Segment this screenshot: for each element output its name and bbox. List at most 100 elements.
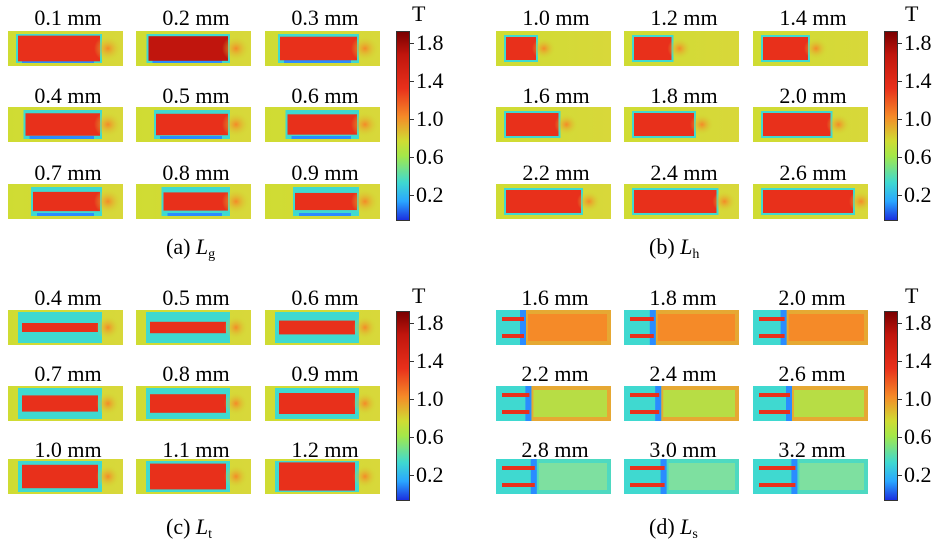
colorbar-tick-label: 1.0 xyxy=(904,106,932,131)
field-map-image xyxy=(753,107,868,142)
panel-caption: (c) Lt xyxy=(166,514,213,542)
colorbar-tick-mark xyxy=(410,43,414,44)
field-map-image xyxy=(8,386,123,421)
subplot-label: 2.2 mm xyxy=(521,361,589,386)
subplot-label: 0.1 mm xyxy=(34,5,102,30)
subplot-label: 3.2 mm xyxy=(778,437,846,462)
subplot-label: 0.2 mm xyxy=(162,5,230,30)
subplot-label: 2.4 mm xyxy=(649,361,717,386)
field-map-image xyxy=(265,310,380,345)
subplot-label: 1.1 mm xyxy=(162,437,230,462)
field-map-image xyxy=(136,184,251,219)
colorbar-tick-mark xyxy=(898,195,902,196)
field-map-image xyxy=(753,459,868,494)
subplot-label: 1.6 mm xyxy=(522,83,590,108)
colorbar-tick-mark xyxy=(410,437,414,438)
colorbar-tick-label: 1.0 xyxy=(416,386,444,411)
colorbar-tick-mark xyxy=(898,81,902,82)
field-map-image xyxy=(496,31,611,66)
caption-prefix: (a) xyxy=(166,234,196,259)
field-map-image xyxy=(624,459,739,494)
subplot-label: 1.6 mm xyxy=(521,285,589,310)
subplot-label: 2.6 mm xyxy=(779,160,847,185)
subplot-label: 2.2 mm xyxy=(522,160,590,185)
subplot-label: 3.0 mm xyxy=(649,437,717,462)
field-map-image xyxy=(8,310,123,345)
field-map-image xyxy=(265,386,380,421)
field-map-image xyxy=(624,31,739,66)
colorbar-tick-label: 1.8 xyxy=(904,310,932,335)
field-map-image xyxy=(136,107,251,142)
field-map-image xyxy=(496,184,611,219)
panel-caption: (a) Lg xyxy=(166,234,215,262)
panel-caption: (d) Ls xyxy=(649,514,698,542)
subplot-label: 0.9 mm xyxy=(291,361,359,386)
colorbar-tick-mark xyxy=(898,157,902,158)
field-map-image xyxy=(136,459,251,494)
subplot-label: 0.3 mm xyxy=(291,5,359,30)
field-map-image xyxy=(8,459,123,494)
colorbar-tick-label: 1.8 xyxy=(904,30,932,55)
colorbar-tick-label: 0.6 xyxy=(416,424,444,449)
subplot-label: 0.7 mm xyxy=(34,361,102,386)
caption-variable: L xyxy=(680,514,693,539)
subplot-label: 0.4 mm xyxy=(34,285,102,310)
colorbar xyxy=(884,31,898,221)
field-map-image xyxy=(624,107,739,142)
caption-prefix: (c) xyxy=(166,514,196,539)
caption-variable: L xyxy=(195,514,209,539)
subplot-label: 0.7 mm xyxy=(34,160,102,185)
field-map-image xyxy=(496,107,611,142)
subplot-label: 2.6 mm xyxy=(778,361,846,386)
colorbar-tick-label: 1.8 xyxy=(416,310,444,335)
colorbar-tick-mark xyxy=(410,323,414,324)
field-map-image xyxy=(265,31,380,66)
colorbar-tick-mark xyxy=(898,43,902,44)
colorbar-tick-mark xyxy=(898,323,902,324)
field-map-image xyxy=(496,459,611,494)
subplot-label: 0.9 mm xyxy=(291,160,359,185)
field-map-image xyxy=(496,310,611,345)
subplot-label: 0.4 mm xyxy=(34,83,102,108)
colorbar-tick-mark xyxy=(410,195,414,196)
colorbar-tick-mark xyxy=(898,361,902,362)
subplot-label: 2.8 mm xyxy=(521,437,589,462)
colorbar-tick-label: 0.6 xyxy=(416,144,444,169)
colorbar-tick-label: 0.2 xyxy=(904,462,932,487)
colorbar-tick-mark xyxy=(410,81,414,82)
colorbar-tick-mark xyxy=(410,119,414,120)
caption-subscript: t xyxy=(208,527,213,542)
panel-caption: (b) Lh xyxy=(649,234,699,262)
colorbar-tick-mark xyxy=(898,399,902,400)
subplot-label: 2.0 mm xyxy=(779,83,847,108)
colorbar xyxy=(884,311,898,501)
subplot-label: 0.6 mm xyxy=(291,83,359,108)
field-map-image xyxy=(136,31,251,66)
caption-subscript: s xyxy=(692,527,698,542)
field-map-image xyxy=(136,310,251,345)
colorbar-tick-label: 0.2 xyxy=(416,182,444,207)
field-map-image xyxy=(8,184,123,219)
colorbar-tick-label: 1.4 xyxy=(904,348,932,373)
subplot-label: 1.2 mm xyxy=(650,5,718,30)
colorbar-unit: T xyxy=(905,1,919,26)
subplot-label: 1.0 mm xyxy=(34,437,102,462)
colorbar-tick-mark xyxy=(898,437,902,438)
field-map-image xyxy=(265,459,380,494)
colorbar-tick-label: 1.4 xyxy=(416,68,444,93)
subplot-label: 0.5 mm xyxy=(162,285,230,310)
colorbar-tick-mark xyxy=(410,157,414,158)
caption-variable: L xyxy=(195,234,209,259)
field-map-image xyxy=(265,184,380,219)
field-map-image xyxy=(265,107,380,142)
colorbar-tick-mark xyxy=(410,399,414,400)
field-map-image xyxy=(496,386,611,421)
subplot-label: 1.8 mm xyxy=(649,285,717,310)
subplot-label: 0.8 mm xyxy=(162,361,230,386)
colorbar-tick-mark xyxy=(898,475,902,476)
colorbar-tick-label: 1.0 xyxy=(904,386,932,411)
field-map-image xyxy=(753,184,873,219)
subplot-label: 2.0 mm xyxy=(778,285,846,310)
colorbar-tick-label: 1.0 xyxy=(416,106,444,131)
field-map-image xyxy=(624,310,739,345)
